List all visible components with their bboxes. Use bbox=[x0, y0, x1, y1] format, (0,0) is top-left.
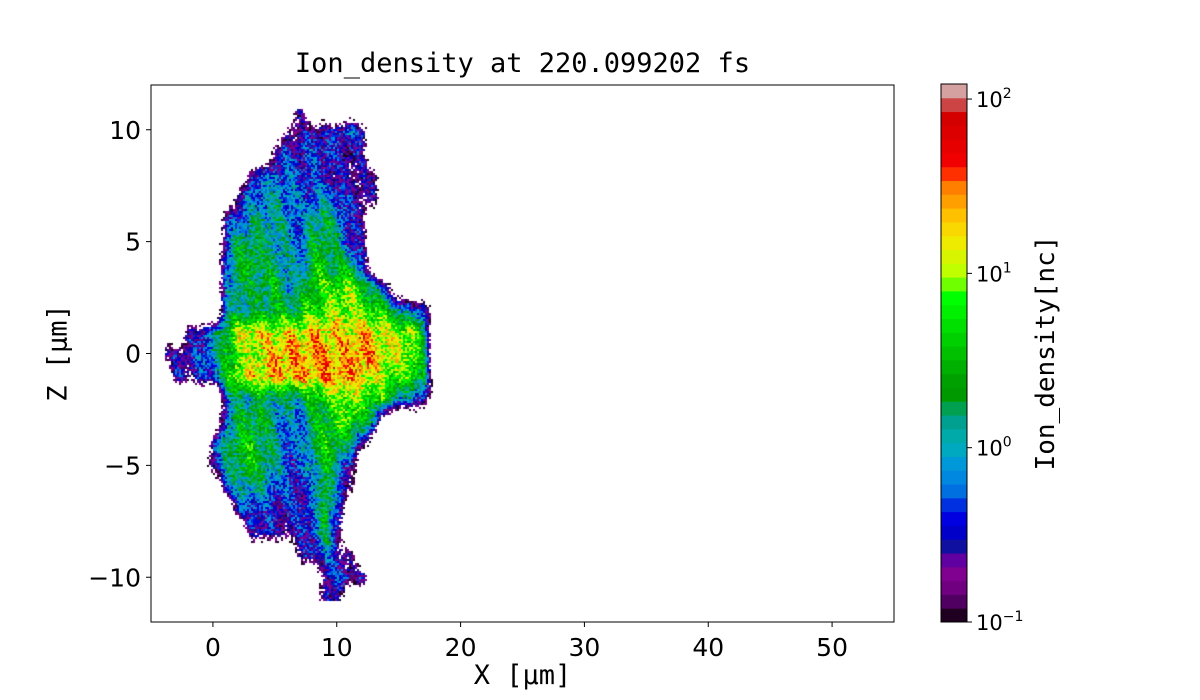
colorbar-band bbox=[941, 608, 967, 623]
plot-frame bbox=[150, 84, 895, 623]
colorbar-tick-label: 101 bbox=[976, 260, 1012, 286]
colorbar-band bbox=[941, 125, 967, 140]
colorbar-band bbox=[941, 180, 967, 195]
colorbar-band bbox=[941, 553, 967, 568]
colorbar-band bbox=[941, 111, 967, 126]
x-tick-label: 10 bbox=[321, 633, 353, 662]
colorbar-label: Ion_density[nc] bbox=[1031, 235, 1061, 471]
colorbar-band bbox=[941, 511, 967, 526]
colorbar-band bbox=[941, 290, 967, 306]
colorbar-band bbox=[941, 97, 967, 113]
colorbar-band bbox=[941, 442, 967, 457]
colorbar-band bbox=[941, 152, 967, 168]
y-tick-label: 0 bbox=[125, 340, 141, 369]
colorbar-band bbox=[941, 566, 967, 582]
colorbar-band bbox=[941, 525, 967, 540]
colorbar-band bbox=[941, 263, 967, 278]
colorbar-band bbox=[941, 235, 967, 251]
colorbar-band bbox=[941, 470, 967, 485]
colorbar-band bbox=[941, 456, 967, 471]
colorbar-band bbox=[941, 318, 967, 333]
y-tick-label: 10 bbox=[109, 116, 141, 145]
colorbar-band bbox=[941, 580, 967, 595]
y-tick-label: 5 bbox=[125, 228, 141, 257]
colorbar-band bbox=[941, 194, 967, 209]
x-tick-label: 20 bbox=[445, 633, 477, 662]
chart-title: Ion_density at 220.099202 fs bbox=[294, 48, 751, 79]
colorbar-band bbox=[941, 249, 967, 264]
colorbar-band bbox=[941, 166, 967, 182]
colorbar-band bbox=[941, 428, 967, 444]
colorbar-band bbox=[941, 497, 967, 513]
y-tick-label: −10 bbox=[88, 563, 141, 592]
colorbar-tick-label: 102 bbox=[976, 86, 1012, 112]
colorbar-band bbox=[941, 594, 967, 609]
colorbar-band bbox=[941, 221, 967, 237]
colorbar-tick-label: 10−1 bbox=[976, 609, 1023, 635]
colorbar-band bbox=[941, 539, 967, 554]
colorbar-band bbox=[941, 332, 967, 347]
y-tick-label: −5 bbox=[104, 451, 141, 480]
colorbar-band bbox=[941, 208, 967, 223]
colorbar-tick-label: 100 bbox=[976, 435, 1012, 461]
x-tick-label: 40 bbox=[692, 633, 724, 662]
colorbar-band bbox=[941, 277, 967, 292]
x-tick-label: 0 bbox=[205, 633, 221, 662]
colorbar-band bbox=[941, 139, 967, 154]
colorbar-band bbox=[941, 401, 967, 416]
x-tick-label: 30 bbox=[569, 633, 601, 662]
colorbar-band bbox=[941, 373, 967, 388]
colorbar-frame bbox=[940, 83, 968, 623]
colorbar-band bbox=[941, 346, 967, 361]
colorbar-band bbox=[941, 359, 967, 375]
colorbar-band bbox=[941, 387, 967, 402]
colorbar-band bbox=[941, 304, 967, 320]
colorbar-band bbox=[941, 484, 967, 499]
colorbar-band bbox=[941, 415, 967, 430]
heatmap-image bbox=[151, 85, 894, 622]
x-axis-label: X [μm] bbox=[473, 660, 572, 691]
colorbar-band bbox=[941, 84, 967, 99]
x-tick-label: 50 bbox=[816, 633, 848, 662]
y-axis-label: Z [μm] bbox=[42, 304, 74, 402]
